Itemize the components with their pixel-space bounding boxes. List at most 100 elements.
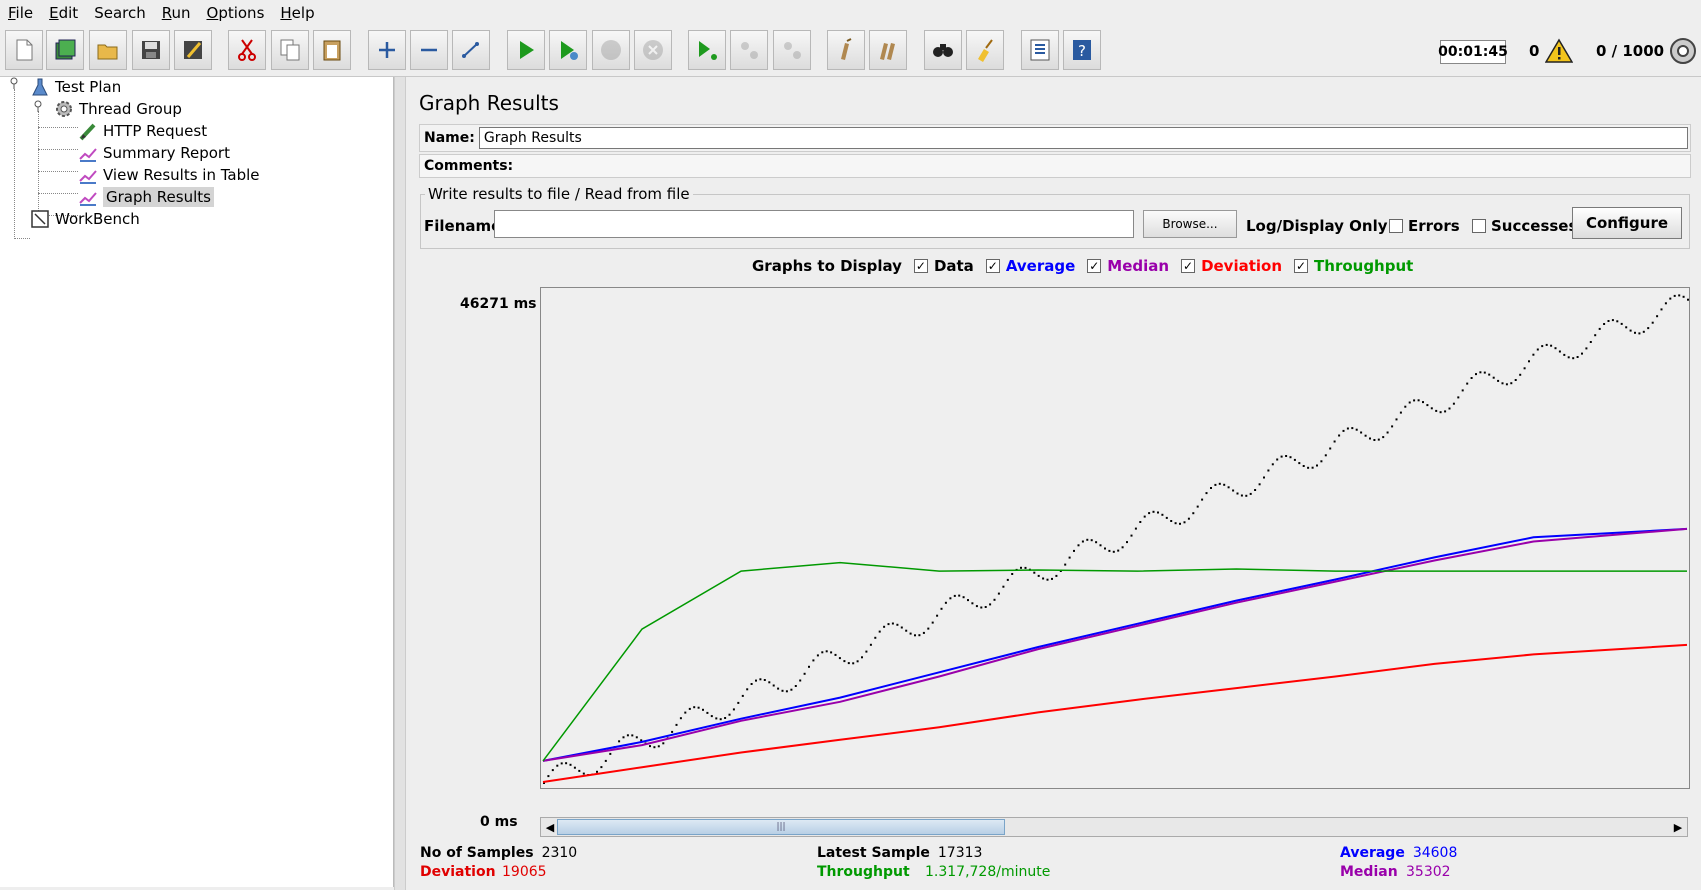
save-as-button[interactable] xyxy=(174,30,212,70)
stop-button[interactable] xyxy=(592,30,630,70)
data-point xyxy=(931,621,934,624)
successes-checkbox-group[interactable]: Successes xyxy=(1472,217,1577,235)
scroll-thumb[interactable]: ||| xyxy=(557,819,1005,835)
save-icon xyxy=(142,41,160,59)
average-checkbox[interactable]: ✓ xyxy=(985,259,1000,273)
tree-toggle-icon[interactable] xyxy=(32,100,44,112)
data-point xyxy=(675,723,678,726)
tree-node-thread-group[interactable]: Thread Group xyxy=(54,98,182,120)
graph-toggle-deviation[interactable]: ✓ Deviation xyxy=(1181,257,1282,275)
successes-checkbox[interactable] xyxy=(1472,219,1486,233)
data-point xyxy=(909,632,912,635)
menu-run[interactable]: Run xyxy=(154,4,199,22)
menu-help[interactable]: Help xyxy=(272,4,322,22)
clear-icon xyxy=(841,38,852,60)
data-checkbox[interactable]: ✓ xyxy=(913,259,928,273)
toggle-button[interactable] xyxy=(452,30,490,70)
start-button[interactable] xyxy=(507,30,545,70)
reset-search-button[interactable] xyxy=(966,30,1004,70)
data-point xyxy=(1320,460,1323,463)
search-button[interactable] xyxy=(924,30,962,70)
graph-toggle-data[interactable]: ✓ Data xyxy=(913,257,974,275)
errors-checkbox[interactable] xyxy=(1389,219,1403,233)
remote-stop-button[interactable] xyxy=(730,30,768,70)
data-point xyxy=(679,717,682,720)
name-field[interactable]: Graph Results xyxy=(478,127,1688,149)
stat-latest-sample: Latest Sample 17313 xyxy=(817,845,982,861)
tree-node-workbench[interactable]: WorkBench xyxy=(30,208,140,230)
data-point xyxy=(1280,455,1283,458)
horizontal-scrollbar[interactable]: ◀ ||| ▶ xyxy=(540,817,1688,837)
data-point xyxy=(1523,367,1526,370)
split-pane-divider[interactable] xyxy=(394,77,406,890)
graph-toggle-average[interactable]: ✓ Average xyxy=(985,257,1076,275)
menu-edit[interactable]: Edit xyxy=(41,4,86,22)
data-point xyxy=(1687,298,1689,301)
function-helper-icon xyxy=(1030,39,1050,61)
cut-button[interactable] xyxy=(228,30,266,70)
clear-all-button[interactable] xyxy=(869,30,907,70)
data-point xyxy=(803,672,806,675)
remote-start-button[interactable] xyxy=(688,30,726,70)
graph-toggle-median[interactable]: ✓ Median xyxy=(1087,257,1169,275)
start-no-timers-button[interactable] xyxy=(549,30,587,70)
menu-search[interactable]: Search xyxy=(86,4,154,22)
comments-field[interactable]: Comments: xyxy=(419,154,1691,178)
deviation-checkbox[interactable]: ✓ xyxy=(1181,259,1196,273)
data-point xyxy=(1528,360,1530,363)
data-point xyxy=(816,654,819,657)
menu-file[interactable]: File xyxy=(0,4,41,22)
data-point xyxy=(1439,411,1442,414)
open-button[interactable] xyxy=(89,30,127,70)
function-helper-button[interactable] xyxy=(1021,30,1059,70)
copy-button[interactable] xyxy=(271,30,309,70)
data-point xyxy=(604,759,607,762)
expand-button[interactable] xyxy=(368,30,406,70)
warning-icon[interactable] xyxy=(1545,38,1573,64)
errors-checkbox-group[interactable]: Errors xyxy=(1389,217,1460,235)
remote-shutdown-button[interactable] xyxy=(773,30,811,70)
data-point xyxy=(1572,357,1575,360)
data-point xyxy=(1541,345,1544,348)
templates-button[interactable] xyxy=(46,30,84,70)
collapse-button[interactable] xyxy=(410,30,448,70)
name-row: Name: Graph Results xyxy=(419,124,1691,152)
data-point xyxy=(936,614,939,617)
graph-toggle-throughput[interactable]: ✓ Throughput xyxy=(1294,257,1413,275)
data-point xyxy=(1395,418,1398,421)
data-point xyxy=(1170,520,1173,522)
filename-input[interactable] xyxy=(494,210,1134,238)
data-point xyxy=(1616,320,1619,323)
data-point xyxy=(763,679,766,681)
clear-button[interactable] xyxy=(827,30,865,70)
paste-button[interactable] xyxy=(313,30,351,70)
data-point xyxy=(1236,492,1239,495)
shutdown-button[interactable] xyxy=(634,30,672,70)
data-point xyxy=(1634,331,1636,334)
browse-button[interactable]: Browse... xyxy=(1143,210,1237,238)
data-point xyxy=(1218,482,1221,485)
tree-node-graph-results[interactable]: Graph Results xyxy=(78,186,214,208)
save-button[interactable] xyxy=(132,30,170,70)
scroll-left-icon[interactable]: ◀ xyxy=(545,820,555,834)
tree-toggle-icon[interactable] xyxy=(8,77,20,89)
throughput-checkbox[interactable]: ✓ xyxy=(1294,259,1309,273)
average-toggle-label: Average xyxy=(1005,257,1076,275)
data-point xyxy=(838,657,841,660)
help-button[interactable]: ? xyxy=(1063,30,1101,70)
tree-node-http-request[interactable]: HTTP Request xyxy=(78,120,207,142)
data-point xyxy=(1651,321,1654,324)
configure-button[interactable]: Configure xyxy=(1572,207,1682,239)
tree-node-view-results-table[interactable]: View Results in Table xyxy=(78,164,260,186)
filename-label: Filename xyxy=(424,217,502,235)
menu-options[interactable]: Options xyxy=(199,4,273,22)
data-point xyxy=(1307,466,1310,469)
tree-node-summary-report[interactable]: Summary Report xyxy=(78,142,230,164)
data-point xyxy=(750,683,753,685)
median-checkbox[interactable]: ✓ xyxy=(1087,259,1102,273)
tree-node-test-plan[interactable]: Test Plan xyxy=(30,76,121,98)
data-point xyxy=(1625,326,1628,329)
scroll-right-icon[interactable]: ▶ xyxy=(1673,820,1683,834)
new-button[interactable] xyxy=(5,30,43,70)
data-point xyxy=(715,717,718,720)
